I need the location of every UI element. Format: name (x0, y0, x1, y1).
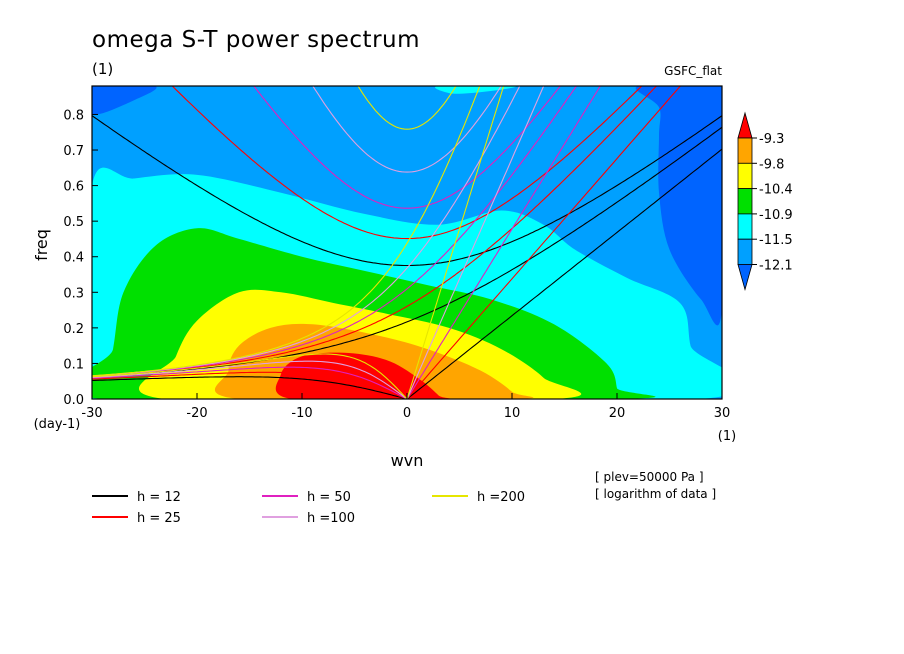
annotation-log: [ logarithm of data ] (595, 487, 716, 501)
colorbar-label-4: -11.5 (759, 233, 793, 248)
mrg-curve-h50 (92, 86, 578, 377)
legend-label-4: h =200 (477, 490, 525, 505)
x-axis-label: wvn (391, 451, 424, 470)
kelvin-curve-h12 (406, 148, 722, 399)
colorbar-label-5: -12.1 (759, 259, 793, 274)
x-tick-label-5: 20 (609, 406, 626, 421)
gravity-curve-h25 (171, 86, 643, 240)
kelvin-curve-h100 (406, 86, 545, 399)
gravity-curve-h200 (357, 86, 457, 130)
y-tick-label-0: 0.0 (63, 393, 84, 408)
colorbar-label-0: -9.3 (759, 132, 784, 147)
colorbar-swatch-0 (737, 137, 753, 164)
colorbar-label-2: -10.4 (759, 183, 793, 198)
y-tick-label-8: 0.8 (63, 108, 84, 123)
rossby-curve-h25 (92, 371, 408, 399)
mrg-curve-h12 (92, 126, 722, 378)
gravity-curve-h50 (253, 86, 561, 209)
chart-model-name: GSFC_flat (664, 64, 722, 78)
colorbar-swatch-4 (737, 238, 753, 265)
mrg-curve-h25 (92, 86, 658, 378)
chart-subtitle-unit: (1) (92, 60, 113, 78)
y-tick-label-5: 0.5 (63, 215, 84, 230)
x-tick-label-1: -20 (186, 406, 207, 421)
contour-fill--12_1-1 (635, 86, 722, 326)
colorbar-label-3: -10.9 (759, 208, 793, 223)
mrg-curve-h200 (92, 86, 481, 377)
y-axis-label: freq (32, 229, 51, 261)
colorbar-label-1: -9.8 (759, 157, 784, 172)
y-tick-label-4: 0.4 (63, 251, 84, 266)
colorbar-swatch-2 (737, 188, 753, 215)
annotation-plev: [ plev=50000 Pa ] (595, 470, 704, 484)
contour-fill--9_3-0 (275, 352, 451, 399)
kelvin-curve-h50 (406, 86, 601, 399)
kelvin-curve-h25 (406, 86, 682, 399)
contour-fill--12_1-0 (92, 86, 157, 115)
y-tick-label-1: 0.1 (63, 357, 84, 372)
legend-label-1: h = 25 (137, 511, 181, 526)
legend-label-0: h = 12 (137, 490, 181, 505)
rossby-curve-h100 (92, 360, 408, 399)
y-tick-label-3: 0.3 (63, 286, 84, 301)
rossby-curve-h50 (92, 366, 408, 399)
y-tick-label-6: 0.6 (63, 180, 84, 195)
x-axis-unit: (1) (718, 429, 736, 444)
x-tick-label-0: -30 (81, 406, 102, 421)
legend-label-3: h =100 (307, 511, 355, 526)
gravity-curve-h12 (92, 115, 722, 267)
gravity-curve-h100 (312, 86, 502, 173)
x-tick-label-6: 30 (714, 406, 731, 421)
rossby-curve-h200 (92, 353, 408, 399)
kelvin-curve-h200 (406, 86, 505, 399)
colorbar-bottom-arrow (737, 264, 753, 291)
chart-title: omega S-T power spectrum (92, 27, 420, 53)
x-tick-label-3: 0 (403, 406, 411, 421)
y-axis-unit: (day-1) (34, 417, 81, 432)
colorbar: -9.3 -9.8 -10.4 -10.9 -11.5 -12.1 (737, 111, 793, 291)
rossby-curve-h12 (92, 376, 408, 399)
axes: -30 -20 -10 0 10 20 30 0.0 0.1 0.2 0.3 0.4 0.5 0.6 0.7… (63, 108, 730, 421)
y-tick-label-7: 0.7 (63, 144, 84, 159)
contour-fills (92, 86, 722, 399)
x-tick-label-4: 10 (504, 406, 521, 421)
plot-area (92, 86, 722, 399)
x-tick-label-2: -10 (291, 406, 312, 421)
legend-label-2: h = 50 (307, 490, 351, 505)
legend: h = 12 h = 25 h = 50 h =100 h =200 (92, 490, 525, 526)
y-tick-label-2: 0.2 (63, 322, 84, 337)
colorbar-swatch-1 (737, 162, 753, 190)
dispersion-curves (92, 86, 722, 399)
colorbar-swatch-3 (737, 213, 753, 240)
